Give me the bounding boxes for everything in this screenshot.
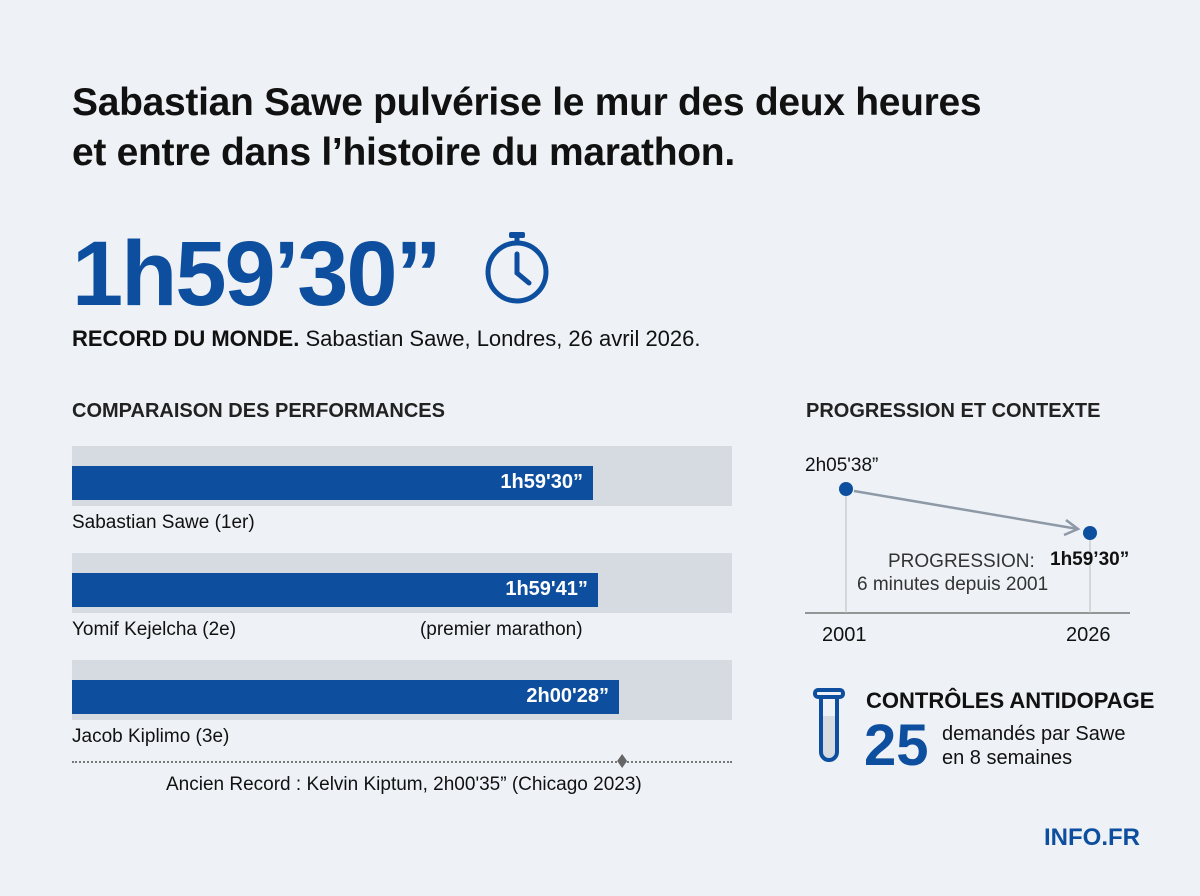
line-chart [805, 482, 1130, 614]
test-tube-icon [813, 688, 845, 762]
bar-track: 2h00'28” [72, 660, 732, 720]
headline-line-2: et entre dans l’histoire du marathon. [72, 131, 735, 174]
bar: 1h59'41” [72, 573, 598, 607]
record-time: 1h59’30” [72, 223, 442, 325]
record-caption: RECORD DU MONDE. Sabastian Sawe, Londres… [72, 326, 701, 352]
doping-count: 25 [864, 713, 929, 778]
bar-track: 1h59'41” [72, 553, 732, 613]
brand-logo: INFO.FR [1044, 824, 1140, 851]
progression-annotation-1: PROGRESSION: [888, 551, 1035, 572]
progression-annotation-2: 6 minutes depuis 2001 [857, 574, 1049, 595]
point-label-2026: 1h59’30” [1050, 549, 1130, 570]
data-point [1083, 526, 1097, 540]
bar-category-label: Sabastian Sawe (1er) [72, 512, 255, 533]
doping-title: CONTRÔLES ANTIDOPAGE [866, 688, 1155, 713]
bar-category-label: Yomif Kejelcha (2e) [72, 619, 237, 640]
progression-arrow [853, 489, 1079, 531]
doping-line-1: demandés par Sawe [942, 723, 1126, 745]
data-point [839, 482, 853, 496]
bar-value-label: 1h59'41” [505, 578, 588, 600]
bar-track: 1h59'30” [72, 446, 732, 506]
point-label-2001: 2h05'38” [805, 455, 879, 476]
bar-value-label: 1h59'30” [500, 471, 584, 493]
doping-line-2: en 8 semaines [942, 747, 1073, 769]
record-caption-text: Sabastian Sawe, Londres, 26 avril 2026. [305, 326, 701, 351]
bar-note: (premier marathon) [419, 619, 583, 640]
headline-line-1: Sabastian Sawe pulvérise le mur des deux… [72, 81, 982, 124]
tick-label-2001: 2001 [822, 624, 867, 646]
headline: Sabastian Sawe pulvérise le mur des deux… [72, 78, 982, 178]
line-chart-title: PROGRESSION ET CONTEXTE [806, 400, 1101, 422]
bar-category-label: Jacob Kiplimo (3e) [72, 726, 230, 747]
stopwatch-icon [485, 232, 549, 304]
doping-description: demandés par Sawe en 8 semaines [942, 722, 1125, 770]
bar-chart-title: COMPARAISON DES PERFORMANCES [72, 400, 445, 422]
arrow-head [1063, 519, 1081, 537]
reference-line [72, 761, 732, 763]
bar: 2h00'28” [72, 680, 619, 714]
record-caption-bold: RECORD DU MONDE. [72, 326, 300, 351]
reference-marker [617, 754, 628, 768]
reference-label: Ancien Record : Kelvin Kiptum, 2h00'35” … [166, 774, 642, 795]
tick-label-2026: 2026 [1066, 624, 1111, 646]
bar-value-label: 2h00'28” [526, 685, 609, 707]
bar: 1h59'30” [72, 466, 594, 500]
